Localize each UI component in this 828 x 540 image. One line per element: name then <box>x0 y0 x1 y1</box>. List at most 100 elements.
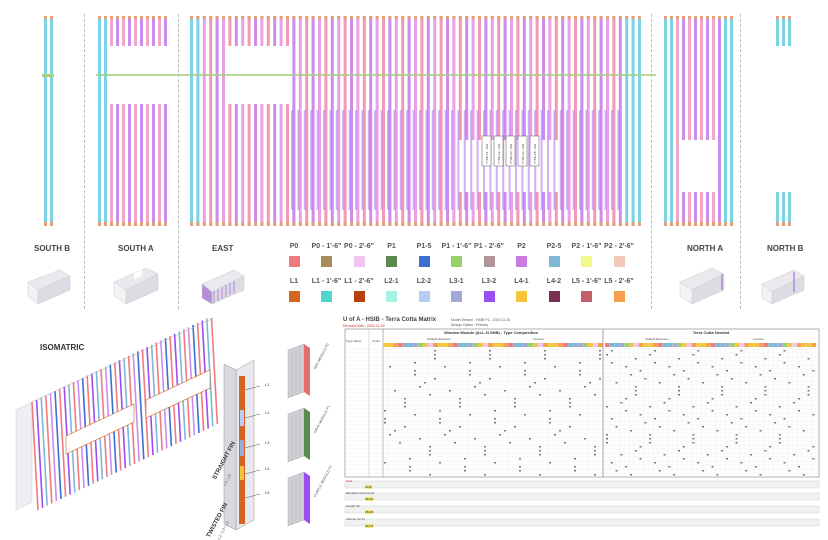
matrix-cell-mark <box>610 418 613 420</box>
matrix-cell-mark <box>399 442 401 444</box>
elevation-fin <box>286 16 289 46</box>
matrix-cell-mark <box>778 354 781 356</box>
matrix-cell-mark <box>687 422 690 424</box>
fin-cap <box>146 16 149 19</box>
matrix-header-cell <box>681 343 687 347</box>
matrix-cell-mark <box>599 354 601 356</box>
matrix-cell-mark <box>735 434 738 436</box>
matrix-header-cell <box>558 343 563 347</box>
fin-cap <box>298 16 302 19</box>
matrix-cell-mark <box>384 410 386 412</box>
elevation-fin <box>286 104 289 226</box>
matrix-cell-mark <box>484 454 486 456</box>
louver-twist <box>425 110 428 210</box>
matrix-cell-mark <box>529 386 531 388</box>
fin-cap <box>202 222 206 226</box>
elevation-fin <box>730 16 733 226</box>
elevation-fin <box>164 16 167 46</box>
fin-cap <box>50 16 53 19</box>
matrix-header-cell <box>583 343 588 347</box>
fin-cap <box>548 222 552 226</box>
elevation-fin <box>110 104 113 226</box>
legend-swatch <box>353 291 365 302</box>
legend-swatch <box>581 256 592 267</box>
fin-cap <box>574 222 577 226</box>
section-label-south-b: SOUTH B <box>34 244 70 253</box>
matrix-cell-mark <box>726 414 728 416</box>
fin-cap <box>782 16 785 19</box>
matrix-cell-mark <box>469 370 471 372</box>
legend-item: P1 - 1'-6" <box>437 243 477 267</box>
matrix-cell-mark <box>504 430 506 432</box>
matrix-header-cell <box>388 343 393 347</box>
fin-cap <box>146 222 149 226</box>
matrix-cell-mark <box>594 446 596 448</box>
fin-cap <box>561 222 565 226</box>
matrix-cell-mark <box>807 450 810 452</box>
fin-cap <box>190 222 193 226</box>
fin-cap <box>510 222 513 226</box>
iso-fin <box>31 401 39 511</box>
matrix-cell-mark <box>599 378 601 380</box>
elevation-fin <box>567 16 571 226</box>
elevation-fin <box>241 104 245 226</box>
summary-value-total: 2046 <box>365 485 372 489</box>
louver-twist <box>515 110 517 210</box>
elevation-fin <box>676 16 679 226</box>
fin-cap <box>318 16 321 19</box>
matrix-header-cell <box>662 343 668 347</box>
fin-cap <box>503 16 507 19</box>
fin-cap <box>593 222 597 226</box>
fin-cap <box>414 16 417 19</box>
fin-cap <box>730 222 733 226</box>
matrix-header-cell <box>648 343 653 347</box>
elevation-fin <box>343 16 347 226</box>
elevation-fin <box>158 104 161 226</box>
callout-label: TYPE-A5 - 001 <box>533 143 537 164</box>
legend-item: P0 - 2'-6" <box>339 243 379 267</box>
fin-cap <box>50 222 53 226</box>
matrix-cell-mark <box>579 414 581 416</box>
fin-cap <box>324 16 328 19</box>
fin-cap <box>394 16 398 19</box>
matrix-cell-mark <box>764 390 767 392</box>
matrix-header-cell <box>657 343 663 347</box>
matrix-cell-mark <box>673 374 676 376</box>
louver-twist <box>451 110 453 210</box>
matrix-header-cell <box>543 343 548 347</box>
elevation-fin <box>446 16 449 226</box>
elevation-fin <box>542 192 545 226</box>
matrix-cell-mark <box>735 442 738 444</box>
matrix-header-cell <box>653 343 658 347</box>
elevation-fin <box>362 16 366 226</box>
matrix-cell-mark <box>459 402 461 404</box>
elevation-fin <box>279 16 283 46</box>
matrix-revised-date: Revised Date : 2022-11-09 <box>343 324 385 328</box>
matrix-cell-mark <box>529 438 531 440</box>
matrix-cell-mark <box>702 470 704 472</box>
matrix-cell-mark <box>649 354 652 356</box>
matrix-cell-mark <box>812 370 815 372</box>
matrix-cell-mark <box>579 374 581 376</box>
fin-cap <box>516 222 520 226</box>
matrix-cell-mark <box>678 394 680 396</box>
matrix-header-cell <box>696 343 701 347</box>
module-callout: TYPE-A4 - 001 <box>517 135 528 167</box>
fin-cap <box>196 16 200 19</box>
louver-twist <box>329 110 332 210</box>
elevation-fin <box>490 192 494 226</box>
matrix-cell-mark <box>812 414 815 416</box>
matrix-cell-mark <box>711 466 714 468</box>
elevation-fin <box>122 16 125 46</box>
matrix-header-cell <box>493 343 498 347</box>
matrix-cell-mark <box>544 354 546 356</box>
matrix-cell-mark <box>807 358 810 360</box>
legend-swatch <box>451 256 462 267</box>
fin-cap <box>209 222 213 226</box>
fin-cap <box>104 222 107 226</box>
matrix-cell-mark <box>524 370 526 372</box>
matrix-cell-mark <box>778 434 781 436</box>
summary-label-volume: Volume (cu ft) <box>346 517 365 521</box>
matrix-cell-mark <box>807 394 810 396</box>
elevation-fin <box>134 16 137 46</box>
